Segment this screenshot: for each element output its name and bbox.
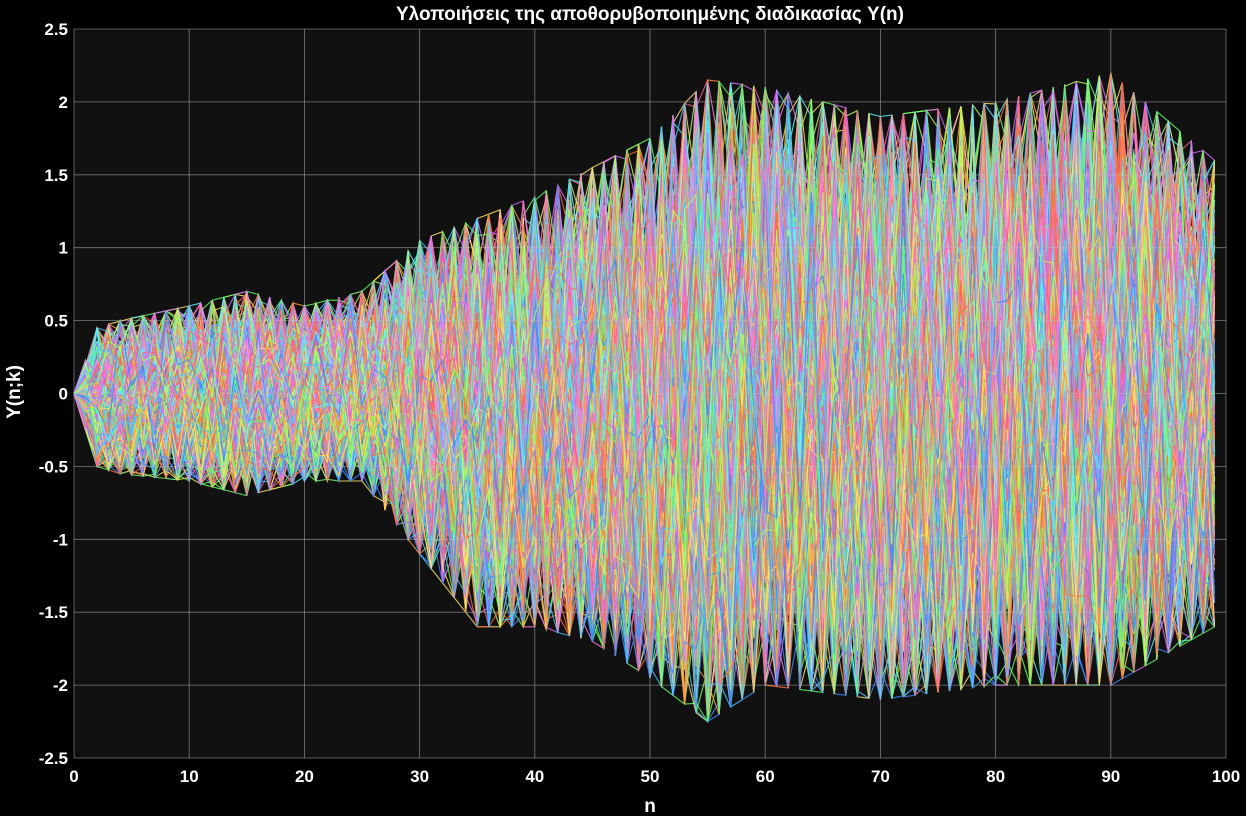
x-tick-label: 0 <box>69 767 78 786</box>
realization-line <box>73 290 1216 699</box>
y-tick-label: -2 <box>53 676 68 695</box>
y-tick-label: 2 <box>59 93 68 112</box>
realization-line <box>73 78 1216 395</box>
tick-labels: 0 10 20 30 40 50 60 70 80 90 100 -2.5 -2 -1.5 -1 -0.5 0 0… <box>39 20 1240 786</box>
realization-line <box>73 85 1216 648</box>
realization-line <box>73 121 1215 494</box>
x-tick-label: 30 <box>410 767 429 786</box>
realization-line <box>73 72 1216 438</box>
realization-line <box>73 175 1216 632</box>
y-tick-label: 2.5 <box>44 20 68 39</box>
x-tick-label: 70 <box>871 767 890 786</box>
y-tick-label: -1 <box>53 530 68 549</box>
x-tick-label: 100 <box>1212 767 1240 786</box>
realization-line <box>73 99 1216 542</box>
y-tick-label: 1.5 <box>44 166 68 185</box>
grid-layer <box>73 28 1227 759</box>
y-tick-label: 0.5 <box>44 312 68 331</box>
y-tick-label: 1 <box>59 239 68 258</box>
realization-line <box>73 311 1216 697</box>
x-axis-label: n <box>644 796 656 816</box>
series-layer <box>73 72 1216 724</box>
realization-line <box>73 165 1216 679</box>
x-tick-label: 40 <box>525 767 544 786</box>
y-axis-label: Y(n;k) <box>4 365 25 419</box>
y-tick-label: -0.5 <box>39 457 68 476</box>
realization-line <box>73 164 1216 660</box>
chart-title: Υλοποιήσεις της αποθορυβοποιημένης διαδι… <box>396 4 904 25</box>
y-tick-label: 0 <box>59 385 68 404</box>
x-tick-label: 80 <box>986 767 1005 786</box>
realization-line <box>73 110 1216 654</box>
y-tick-label: -1.5 <box>39 603 68 622</box>
y-tick-label: -2.5 <box>39 749 68 768</box>
realization-line <box>73 75 1216 575</box>
x-tick-label: 10 <box>180 767 199 786</box>
x-tick-label: 60 <box>756 767 775 786</box>
x-tick-label: 90 <box>1101 767 1120 786</box>
x-tick-label: 20 <box>295 767 314 786</box>
x-tick-label: 50 <box>641 767 660 786</box>
